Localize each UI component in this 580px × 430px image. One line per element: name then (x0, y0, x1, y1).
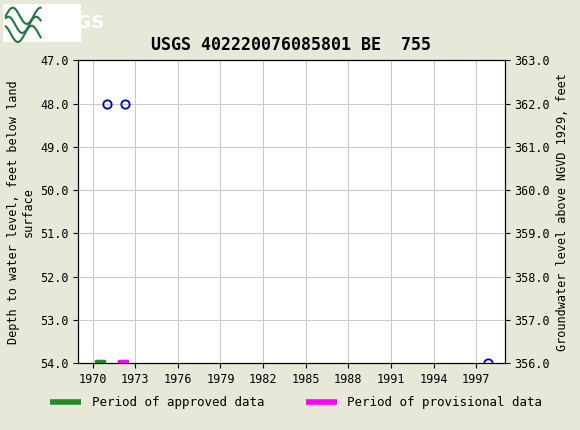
Title: USGS 402220076085801 BE  755: USGS 402220076085801 BE 755 (151, 37, 432, 55)
Text: USGS: USGS (49, 14, 104, 31)
Text: Period of provisional data: Period of provisional data (347, 396, 542, 408)
Text: Period of approved data: Period of approved data (92, 396, 264, 408)
Y-axis label: Depth to water level, feet below land
surface: Depth to water level, feet below land su… (6, 80, 35, 344)
Bar (3, 3, 81, 42)
Y-axis label: Groundwater level above NGVD 1929, feet: Groundwater level above NGVD 1929, feet (556, 73, 568, 351)
